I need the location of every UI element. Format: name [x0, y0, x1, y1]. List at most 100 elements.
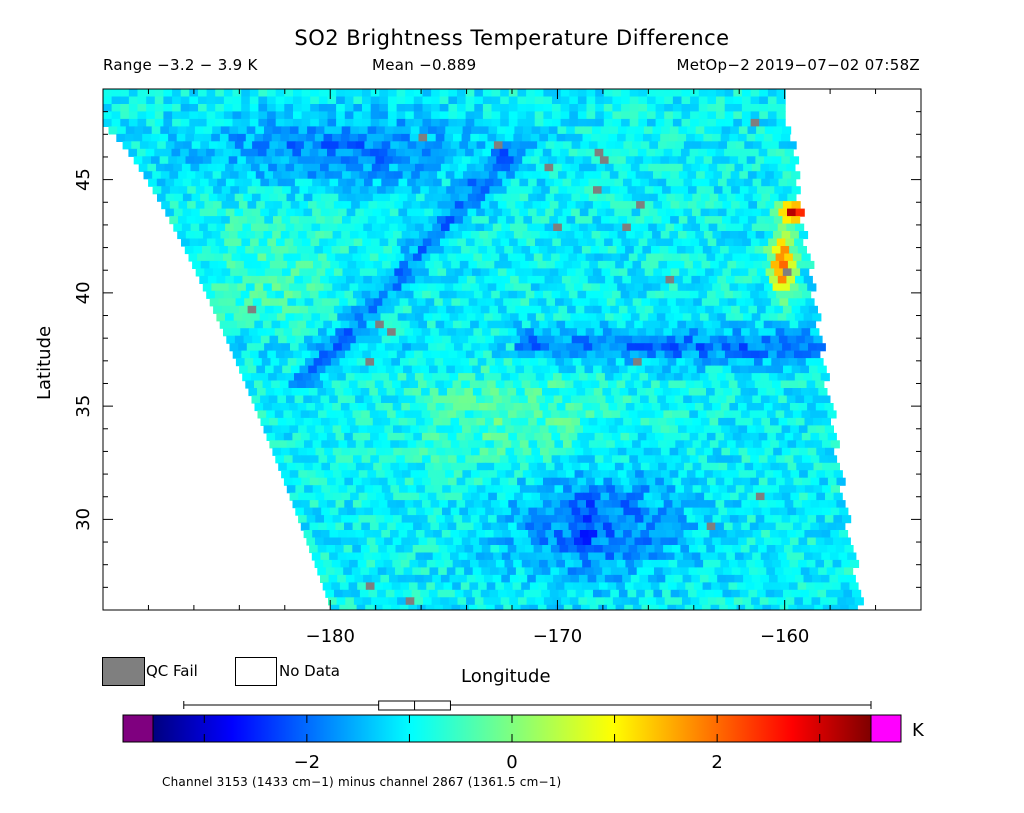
heatmap-cell: [597, 208, 607, 217]
heatmap-cell: [453, 283, 463, 292]
heatmap-cell: [600, 470, 610, 479]
heatmap-cell: [653, 305, 663, 314]
heatmap-cell: [730, 171, 740, 180]
heatmap-cell: [450, 440, 460, 449]
heatmap-cell: [549, 343, 559, 352]
heatmap-cell: [757, 186, 767, 195]
heatmap-cell: [717, 552, 727, 561]
heatmap-cell: [548, 133, 558, 142]
heatmap-cell: [599, 380, 609, 389]
heatmap-cell: [380, 313, 390, 322]
heatmap-cell: [611, 388, 621, 397]
heatmap-cell: [773, 515, 783, 524]
heatmap-cell: [629, 290, 639, 299]
heatmap-cell: [499, 410, 509, 419]
heatmap-cell: [786, 223, 796, 232]
heatmap-cell: [528, 462, 538, 471]
heatmap-cell: [726, 552, 736, 561]
heatmap-cell: [424, 417, 434, 426]
heatmap-cell: [445, 216, 455, 225]
heatmap-cell: [794, 238, 804, 247]
heatmap-cell: [424, 507, 434, 516]
heatmap-cell: [312, 178, 322, 187]
heatmap-cell: [639, 223, 649, 232]
heatmap-cell: [593, 567, 603, 576]
heatmap-cell: [513, 537, 523, 546]
heatmap-cell: [425, 298, 435, 307]
heatmap-cell: [204, 171, 214, 180]
heatmap-cell: [772, 283, 782, 292]
heatmap-cell: [481, 388, 491, 397]
heatmap-cell: [510, 275, 520, 284]
heatmap-cell: [617, 470, 627, 479]
heatmap-cell: [646, 148, 656, 157]
heatmap-cell: [368, 171, 378, 180]
heatmap-cell: [492, 163, 502, 172]
heatmap-cell: [302, 313, 312, 322]
heatmap-cell: [332, 425, 342, 434]
heatmap-cell: [474, 104, 484, 113]
heatmap-cell: [321, 417, 331, 426]
heatmap-cell: [447, 545, 457, 554]
heatmap-cell: [565, 425, 575, 434]
heatmap-cell: [741, 500, 751, 509]
heatmap-cell: [290, 268, 300, 277]
heatmap-cell: [781, 231, 791, 240]
heatmap-cell: [560, 500, 570, 509]
heatmap-cell: [635, 492, 645, 501]
heatmap-cell: [404, 432, 414, 441]
heatmap-cell: [591, 231, 601, 240]
heatmap-cell: [435, 537, 446, 546]
heatmap-cell: [206, 89, 216, 98]
heatmap-cell: [565, 283, 575, 292]
heatmap-cell: [806, 380, 816, 389]
heatmap-cell: [450, 485, 460, 494]
heatmap-cell: [249, 290, 259, 299]
heatmap-cell: [498, 365, 508, 374]
heatmap-cell: [377, 186, 387, 195]
heatmap-cell: [696, 201, 706, 210]
heatmap-cell: [507, 545, 517, 554]
heatmap-cell: [346, 178, 356, 187]
heatmap-cell: [108, 126, 118, 135]
heatmap-cell: [487, 283, 497, 292]
heatmap-cell: [548, 492, 558, 501]
heatmap-cell: [773, 612, 782, 620]
heatmap-cell: [260, 417, 270, 426]
heatmap-cell: [327, 148, 337, 157]
heatmap-cell: [279, 380, 290, 389]
heatmap-cell: [595, 89, 605, 98]
heatmap-cell: [733, 89, 743, 98]
heatmap-cell: [786, 373, 796, 382]
heatmap-cell: [247, 268, 257, 277]
heatmap-cell: [689, 500, 699, 509]
heatmap-cell: [485, 507, 495, 516]
heatmap-cell: [487, 156, 497, 165]
heatmap-cell: [499, 148, 509, 157]
heatmap-cell: [478, 582, 488, 591]
heatmap-cell: [441, 552, 451, 561]
heatmap-cell: [634, 425, 644, 434]
heatmap-cell: [831, 604, 841, 610]
heatmap-cell: [284, 89, 294, 98]
heatmap-cell: [717, 208, 728, 217]
heatmap-cell: [594, 328, 604, 337]
heatmap-cell: [387, 96, 398, 105]
heatmap-cell: [432, 163, 442, 172]
heatmap-cell: [665, 313, 675, 322]
heatmap-cell: [357, 582, 367, 591]
heatmap-cell: [376, 447, 386, 456]
heatmap-cell: [359, 171, 369, 180]
heatmap-cell: [582, 537, 592, 546]
heatmap-cell: [308, 388, 318, 397]
heatmap-cell: [517, 290, 527, 299]
heatmap-cell: [257, 253, 267, 262]
heatmap-cell: [620, 455, 630, 464]
heatmap-cell: [824, 559, 834, 568]
heatmap-cell: [654, 388, 664, 397]
heatmap-cell: [422, 89, 432, 98]
heatmap-cell: [358, 126, 369, 135]
heatmap-cell: [746, 537, 756, 546]
heatmap-cell: [364, 141, 374, 150]
heatmap-cell: [798, 425, 809, 434]
